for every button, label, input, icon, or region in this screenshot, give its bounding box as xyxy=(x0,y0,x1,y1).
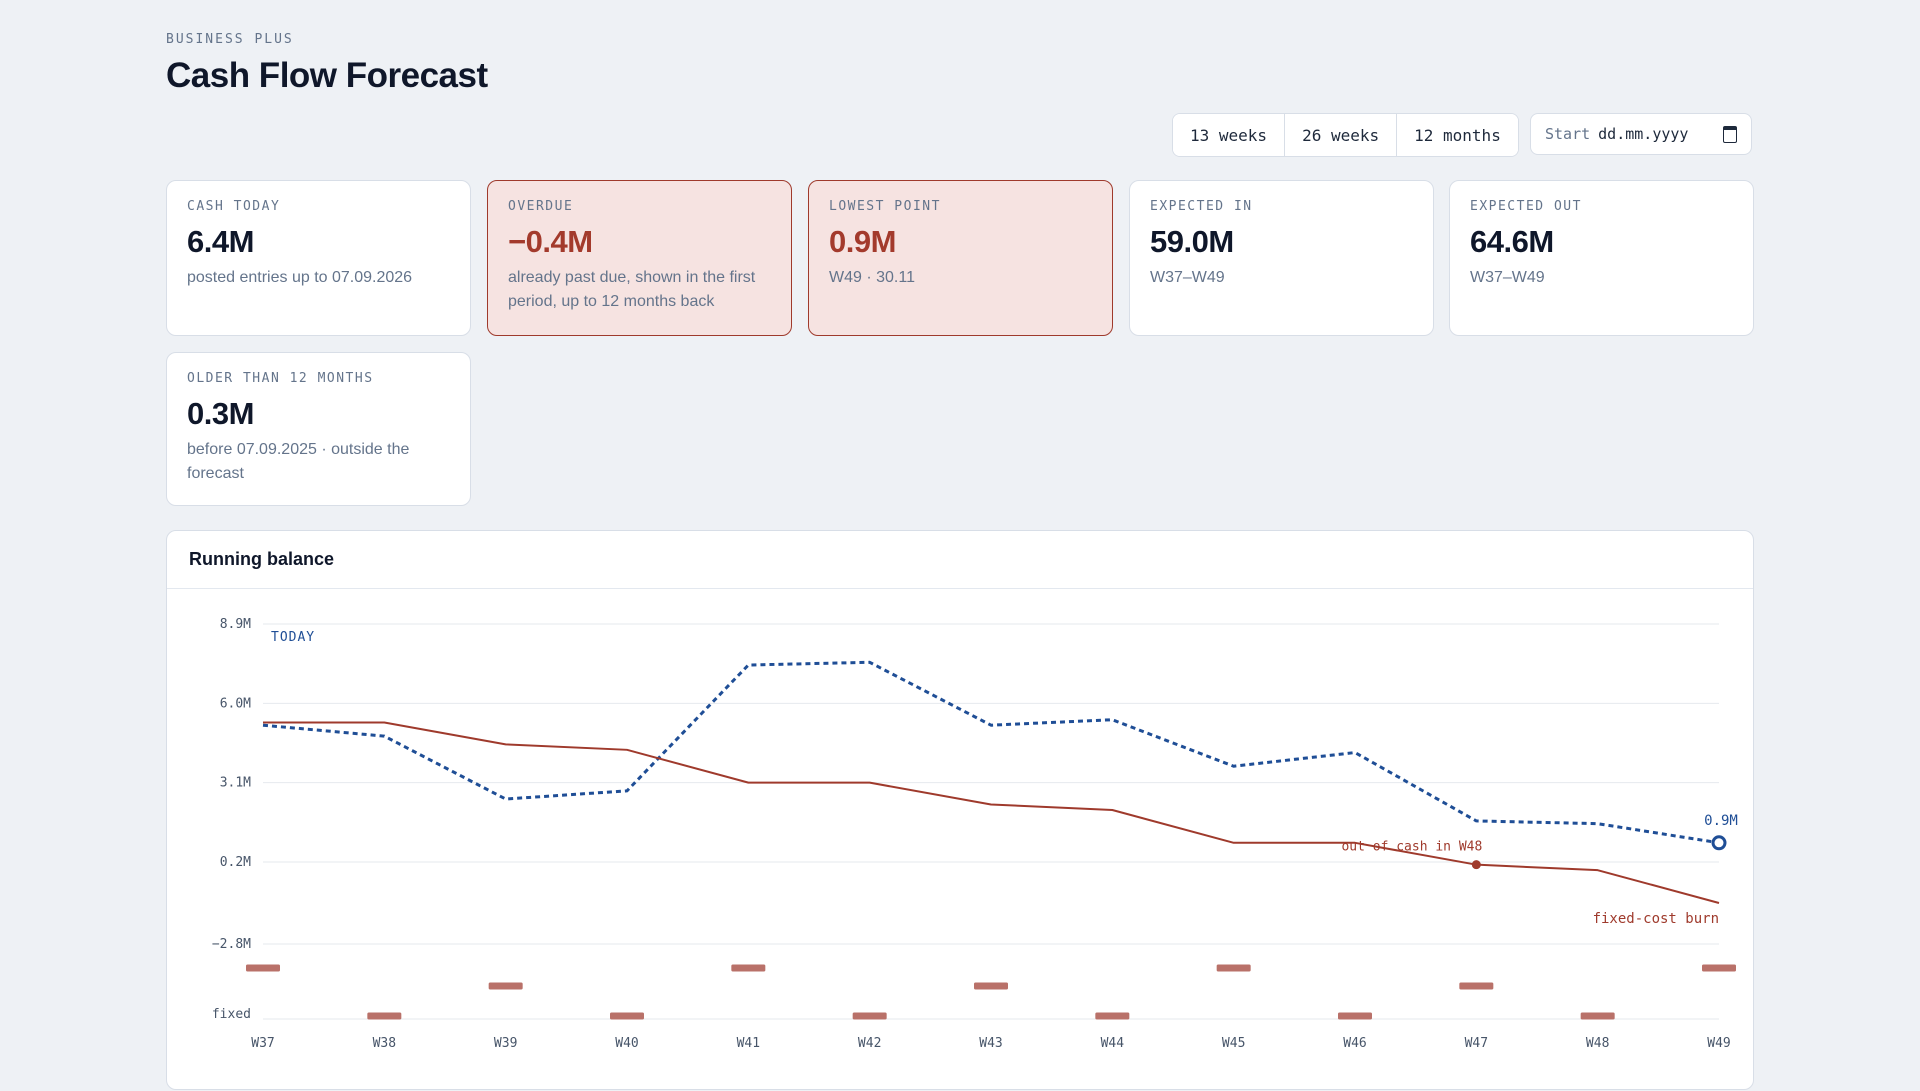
x-tick-label: W49 xyxy=(1707,1036,1730,1051)
card-detail: W37–W49 xyxy=(1150,269,1225,286)
fixed-cost-mark xyxy=(1338,1012,1372,1020)
fixed-cost-mark xyxy=(246,964,280,972)
fixed-cost-mark xyxy=(1580,1012,1615,1020)
fixed-cost-mark xyxy=(852,1012,887,1020)
x-tick-label: W43 xyxy=(979,1036,1002,1051)
y-tick-label: −2.8M xyxy=(212,937,251,952)
start-date-label: Start xyxy=(1545,125,1591,143)
card-value: 6.4M xyxy=(187,224,254,259)
x-tick-label: W37 xyxy=(251,1036,274,1051)
running-balance-panel: Running balance 8.9M 6.0M 3.1M 0.2M −2.8M fix… xyxy=(166,530,1754,1090)
start-date-placeholder: dd.mm.yyyy xyxy=(1598,125,1689,143)
page-title: Cash Flow Forecast xyxy=(166,56,488,95)
fixed-cost-mark xyxy=(1459,982,1494,990)
card-label: OLDER THAN 12 MONTHS xyxy=(187,371,374,386)
y-tick-label: 8.9M xyxy=(220,617,251,632)
fixed-cost-mark xyxy=(1702,964,1736,972)
card-label: CASH TODAY xyxy=(187,199,281,214)
out-of-cash-marker xyxy=(1471,860,1481,870)
plan-eyebrow: BUSINESS PLUS xyxy=(166,32,294,47)
card-label: EXPECTED IN xyxy=(1150,199,1253,214)
card-label: LOWEST POINT xyxy=(829,199,941,214)
range-26-weeks-button[interactable]: 26 weeks xyxy=(1285,114,1398,156)
card-value: 0.3M xyxy=(187,396,254,431)
x-tick-label: W41 xyxy=(737,1036,760,1051)
card-value: −0.4M xyxy=(508,224,593,259)
forecast-balance-line xyxy=(262,660,1720,845)
range-13-weeks-button[interactable]: 13 weeks xyxy=(1173,114,1286,156)
panel-title: Running balance xyxy=(167,531,1753,589)
expected-in-card: EXPECTED IN 59.0M W37–W49 xyxy=(1129,180,1434,336)
card-detail: posted entries up to 07.09.2026 xyxy=(187,269,413,286)
range-selector: 13 weeks 26 weeks 12 months xyxy=(1172,113,1519,157)
start-date-input[interactable]: Start dd.mm.yyyy xyxy=(1530,113,1752,155)
expected-out-card: EXPECTED OUT 64.6M W37–W49 xyxy=(1449,180,1754,336)
fixed-cost-mark xyxy=(974,982,1008,990)
fixed-cost-burn-label: fixed-cost burn xyxy=(1593,911,1719,927)
x-tick-label: W47 xyxy=(1465,1036,1488,1051)
x-tick-label: W48 xyxy=(1586,1036,1609,1051)
fixed-cost-mark xyxy=(488,982,523,990)
x-tick-label: W38 xyxy=(373,1036,396,1051)
calendar-icon[interactable] xyxy=(1723,125,1737,143)
overdue-card: OVERDUE −0.4M already past due, shown in… xyxy=(487,180,792,336)
fixed-cost-mark xyxy=(610,1012,644,1020)
card-value: 64.6M xyxy=(1470,224,1554,259)
card-detail: before 07.09.2025 · outside the forecast xyxy=(187,441,410,482)
card-label: EXPECTED OUT xyxy=(1470,199,1582,214)
card-value: 0.9M xyxy=(829,224,896,259)
cash-today-card: CASH TODAY 6.4M posted entries up to 07.… xyxy=(166,180,471,336)
x-tick-label: W45 xyxy=(1222,1036,1245,1051)
fixed-cost-mark xyxy=(1095,1012,1130,1020)
y-tick-label: 3.1M xyxy=(220,776,251,791)
card-detail: W49 · 30.11 xyxy=(829,269,915,286)
x-tick-label: W46 xyxy=(1343,1036,1366,1051)
x-tick-label: W39 xyxy=(494,1036,517,1051)
x-tick-label: W42 xyxy=(858,1036,881,1051)
older-than-12-months-card: OLDER THAN 12 MONTHS 0.3M before 07.09.2… xyxy=(166,352,471,506)
lowest-point-marker xyxy=(1711,835,1727,851)
end-value-label: 0.9M xyxy=(1704,813,1738,829)
card-detail: already past due, shown in the first per… xyxy=(508,269,756,310)
card-label: OVERDUE xyxy=(508,199,574,214)
fixed-cost-mark xyxy=(1216,964,1251,972)
fixed-cost-mark xyxy=(731,964,766,972)
x-tick-label: W44 xyxy=(1101,1036,1125,1051)
fixed-row-label: fixed xyxy=(212,1007,251,1022)
y-tick-label: 0.2M xyxy=(220,855,251,870)
fixed-cost-burn-line xyxy=(263,721,1720,904)
fixed-cost-mark xyxy=(367,1012,402,1020)
lowest-point-card: LOWEST POINT 0.9M W49 · 30.11 xyxy=(808,180,1113,336)
card-value: 59.0M xyxy=(1150,224,1234,259)
y-tick-label: 6.0M xyxy=(220,696,251,711)
x-tick-label: W40 xyxy=(615,1036,638,1051)
range-12-months-button[interactable]: 12 months xyxy=(1397,114,1518,156)
card-detail: W37–W49 xyxy=(1470,269,1545,286)
out-of-cash-label: out of cash in W48 xyxy=(1341,840,1482,855)
today-label: TODAY xyxy=(271,630,315,645)
